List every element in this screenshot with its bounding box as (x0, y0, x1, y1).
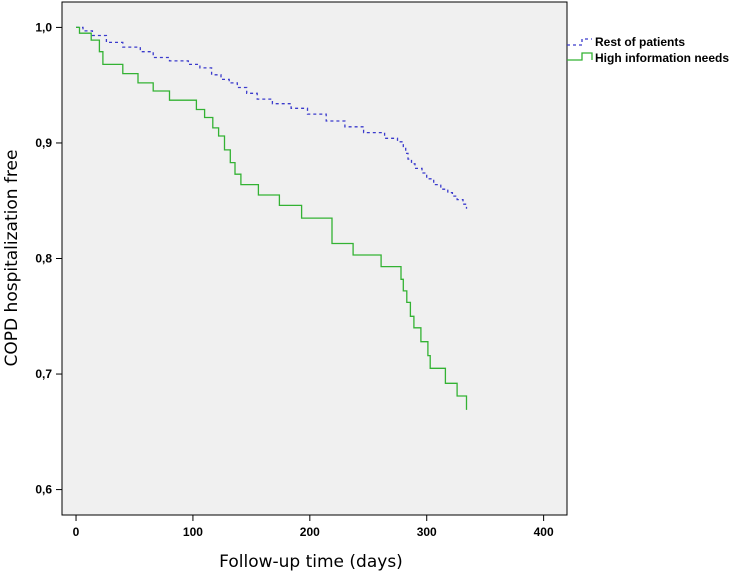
y-tick-label: 0,8 (35, 252, 52, 266)
x-tick-label: 0 (73, 525, 80, 539)
x-axis-title: Follow-up time (days) (219, 552, 403, 572)
y-tick-label: 0,9 (35, 136, 52, 150)
legend-swatch-high-information-needs (567, 52, 593, 61)
x-tick-label: 300 (417, 525, 437, 539)
series-line-rest-of-patients (76, 26, 468, 209)
y-tick-label: 0,7 (35, 367, 52, 381)
x-tick-label: 400 (534, 525, 554, 539)
legend-swatch-rest-of-patients (567, 38, 592, 46)
legend-label-rest-of-patients: Rest of patients (595, 35, 685, 49)
y-tick-label: 0,6 (35, 483, 52, 497)
y-tick-label: 1,0 (35, 20, 52, 34)
x-tick-label: 100 (183, 525, 203, 539)
legend-label-high-information-needs: High information needs (595, 51, 729, 65)
legend-item-rest-of-patients: Rest of patients (567, 35, 685, 49)
plot-area (61, 1, 568, 516)
series-lines (76, 26, 468, 410)
series-line-high-information-needs (76, 26, 468, 410)
x-tick-label: 200 (300, 525, 320, 539)
legend: Rest of patients High information needs (567, 35, 729, 65)
x-axis: 0 100 200 300 400 (73, 515, 554, 539)
y-axis-title: COPD hospitalization free (2, 150, 22, 367)
legend-item-high-information-needs: High information needs (567, 51, 729, 65)
y-axis: 0,6 0,7 0,8 0,9 1,0 (35, 20, 62, 497)
